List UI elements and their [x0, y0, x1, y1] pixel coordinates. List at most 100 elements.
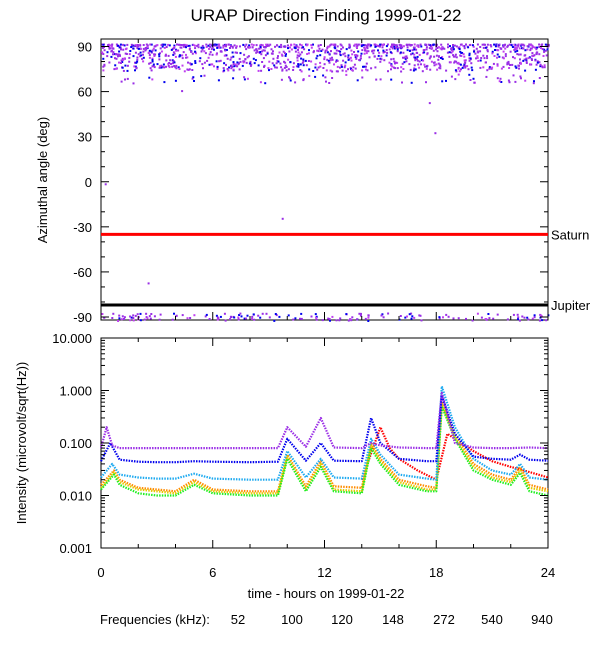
- azimuth-point: [515, 66, 518, 69]
- azimuth-point: [145, 43, 148, 46]
- azimuth-point: [108, 46, 111, 49]
- azimuth-point: [502, 50, 505, 53]
- azimuth-point: [391, 43, 393, 46]
- azimuth-point: [107, 44, 109, 47]
- azimuth-point: [276, 59, 279, 62]
- azimuth-point: [504, 47, 507, 50]
- azimuth-point: [259, 81, 262, 84]
- azimuth-point: [452, 317, 455, 320]
- azimuth-point: [484, 318, 487, 320]
- azimuth-outlier-point: [434, 132, 437, 135]
- azimuth-point: [280, 43, 283, 46]
- azimuth-point: [524, 69, 527, 72]
- azimuth-point: [339, 53, 342, 55]
- azimuth-point: [274, 45, 276, 48]
- azimuth-point: [525, 60, 528, 63]
- azimuth-point: [161, 65, 164, 68]
- azimuth-point: [435, 48, 437, 51]
- azimuth-point: [103, 46, 105, 49]
- azimuth-point: [271, 52, 274, 55]
- azimuth-point: [193, 314, 196, 317]
- azimuth-point: [481, 43, 484, 46]
- azimuth-point: [267, 44, 270, 47]
- azimuth-point: [402, 45, 405, 48]
- azimuth-point: [483, 43, 485, 46]
- azimuth-point: [405, 60, 408, 63]
- azimuth-point: [486, 50, 489, 53]
- azimuth-point: [284, 54, 287, 57]
- azimuth-point: [524, 54, 527, 57]
- azimuth-point: [284, 64, 287, 67]
- azimuth-point: [354, 67, 357, 70]
- azimuth-point: [499, 77, 502, 80]
- azimuth-point: [479, 59, 482, 62]
- azimuth-point: [536, 46, 539, 49]
- azimuth-point: [256, 49, 259, 52]
- azimuth-point: [265, 312, 268, 315]
- azimuth-point: [243, 317, 246, 320]
- azimuth-point: [412, 46, 415, 49]
- azimuth-point: [493, 43, 496, 46]
- azimuth-point: [406, 315, 408, 318]
- azimuth-point: [476, 55, 479, 58]
- azimuth-point: [110, 45, 113, 48]
- azimuth-point: [437, 46, 440, 49]
- azimuth-point: [349, 56, 352, 59]
- azimuth-point: [233, 316, 236, 319]
- azimuth-point: [535, 48, 538, 51]
- azimuth-point: [239, 45, 241, 48]
- azimuth-point: [335, 60, 337, 63]
- azimuth-point: [390, 63, 393, 66]
- azimuth-point: [347, 68, 349, 71]
- azimuth-point: [498, 80, 501, 83]
- azimuth-point: [362, 65, 364, 68]
- azimuth-point: [301, 61, 304, 64]
- azimuth-point: [476, 312, 479, 315]
- azimuth-point: [507, 79, 510, 82]
- azimuth-point: [300, 57, 303, 60]
- azimuth-point: [173, 52, 176, 55]
- azimuth-point: [477, 59, 480, 62]
- azimuth-point: [350, 59, 353, 62]
- azimuth-point: [544, 49, 547, 52]
- azimuth-point: [529, 63, 532, 66]
- azimuth-point: [163, 66, 166, 69]
- azimuth-point: [459, 54, 462, 57]
- azimuth-point: [238, 68, 241, 71]
- azimuth-point: [441, 46, 444, 49]
- azimuth-point: [380, 55, 383, 58]
- azimuth-point: [356, 79, 359, 82]
- azimuth-point: [245, 61, 248, 64]
- azimuth-point: [197, 46, 200, 49]
- azimuth-point: [102, 69, 105, 72]
- azimuth-point: [546, 43, 549, 46]
- azimuth-point: [216, 52, 218, 55]
- azimuth-point: [323, 56, 326, 59]
- azimuth-point: [216, 318, 219, 321]
- azimuth-point: [250, 63, 253, 66]
- intensity-panel: 10.000 1.000 0.100 0.010 0.001 0 6 12 18 24 Inte…: [14, 39, 555, 601]
- azimuth-point: [276, 57, 279, 59]
- azimuth-point: [475, 47, 478, 50]
- azimuth-point: [201, 63, 204, 66]
- azimuth-point: [439, 47, 442, 50]
- azimuth-point: [370, 67, 373, 70]
- azimuth-point: [534, 59, 537, 62]
- azimuth-point: [413, 64, 416, 67]
- azimuth-point: [517, 316, 520, 319]
- azimuth-point: [216, 67, 219, 70]
- azimuth-point: [158, 66, 161, 69]
- azimuth-point: [259, 316, 262, 319]
- azimuth-point: [524, 79, 527, 82]
- azimuth-point: [411, 49, 414, 52]
- azimuth-point: [171, 65, 174, 68]
- azimuth-point: [206, 59, 209, 62]
- azimuth-point: [430, 60, 433, 63]
- azimuth-point: [325, 69, 328, 72]
- azimuth-point: [459, 50, 462, 53]
- azimuth-point: [310, 60, 313, 63]
- azimuth-point: [413, 43, 416, 46]
- azimuth-point: [419, 314, 422, 317]
- azimuth-point: [144, 47, 147, 49]
- azimuth-outlier-point: [104, 183, 107, 186]
